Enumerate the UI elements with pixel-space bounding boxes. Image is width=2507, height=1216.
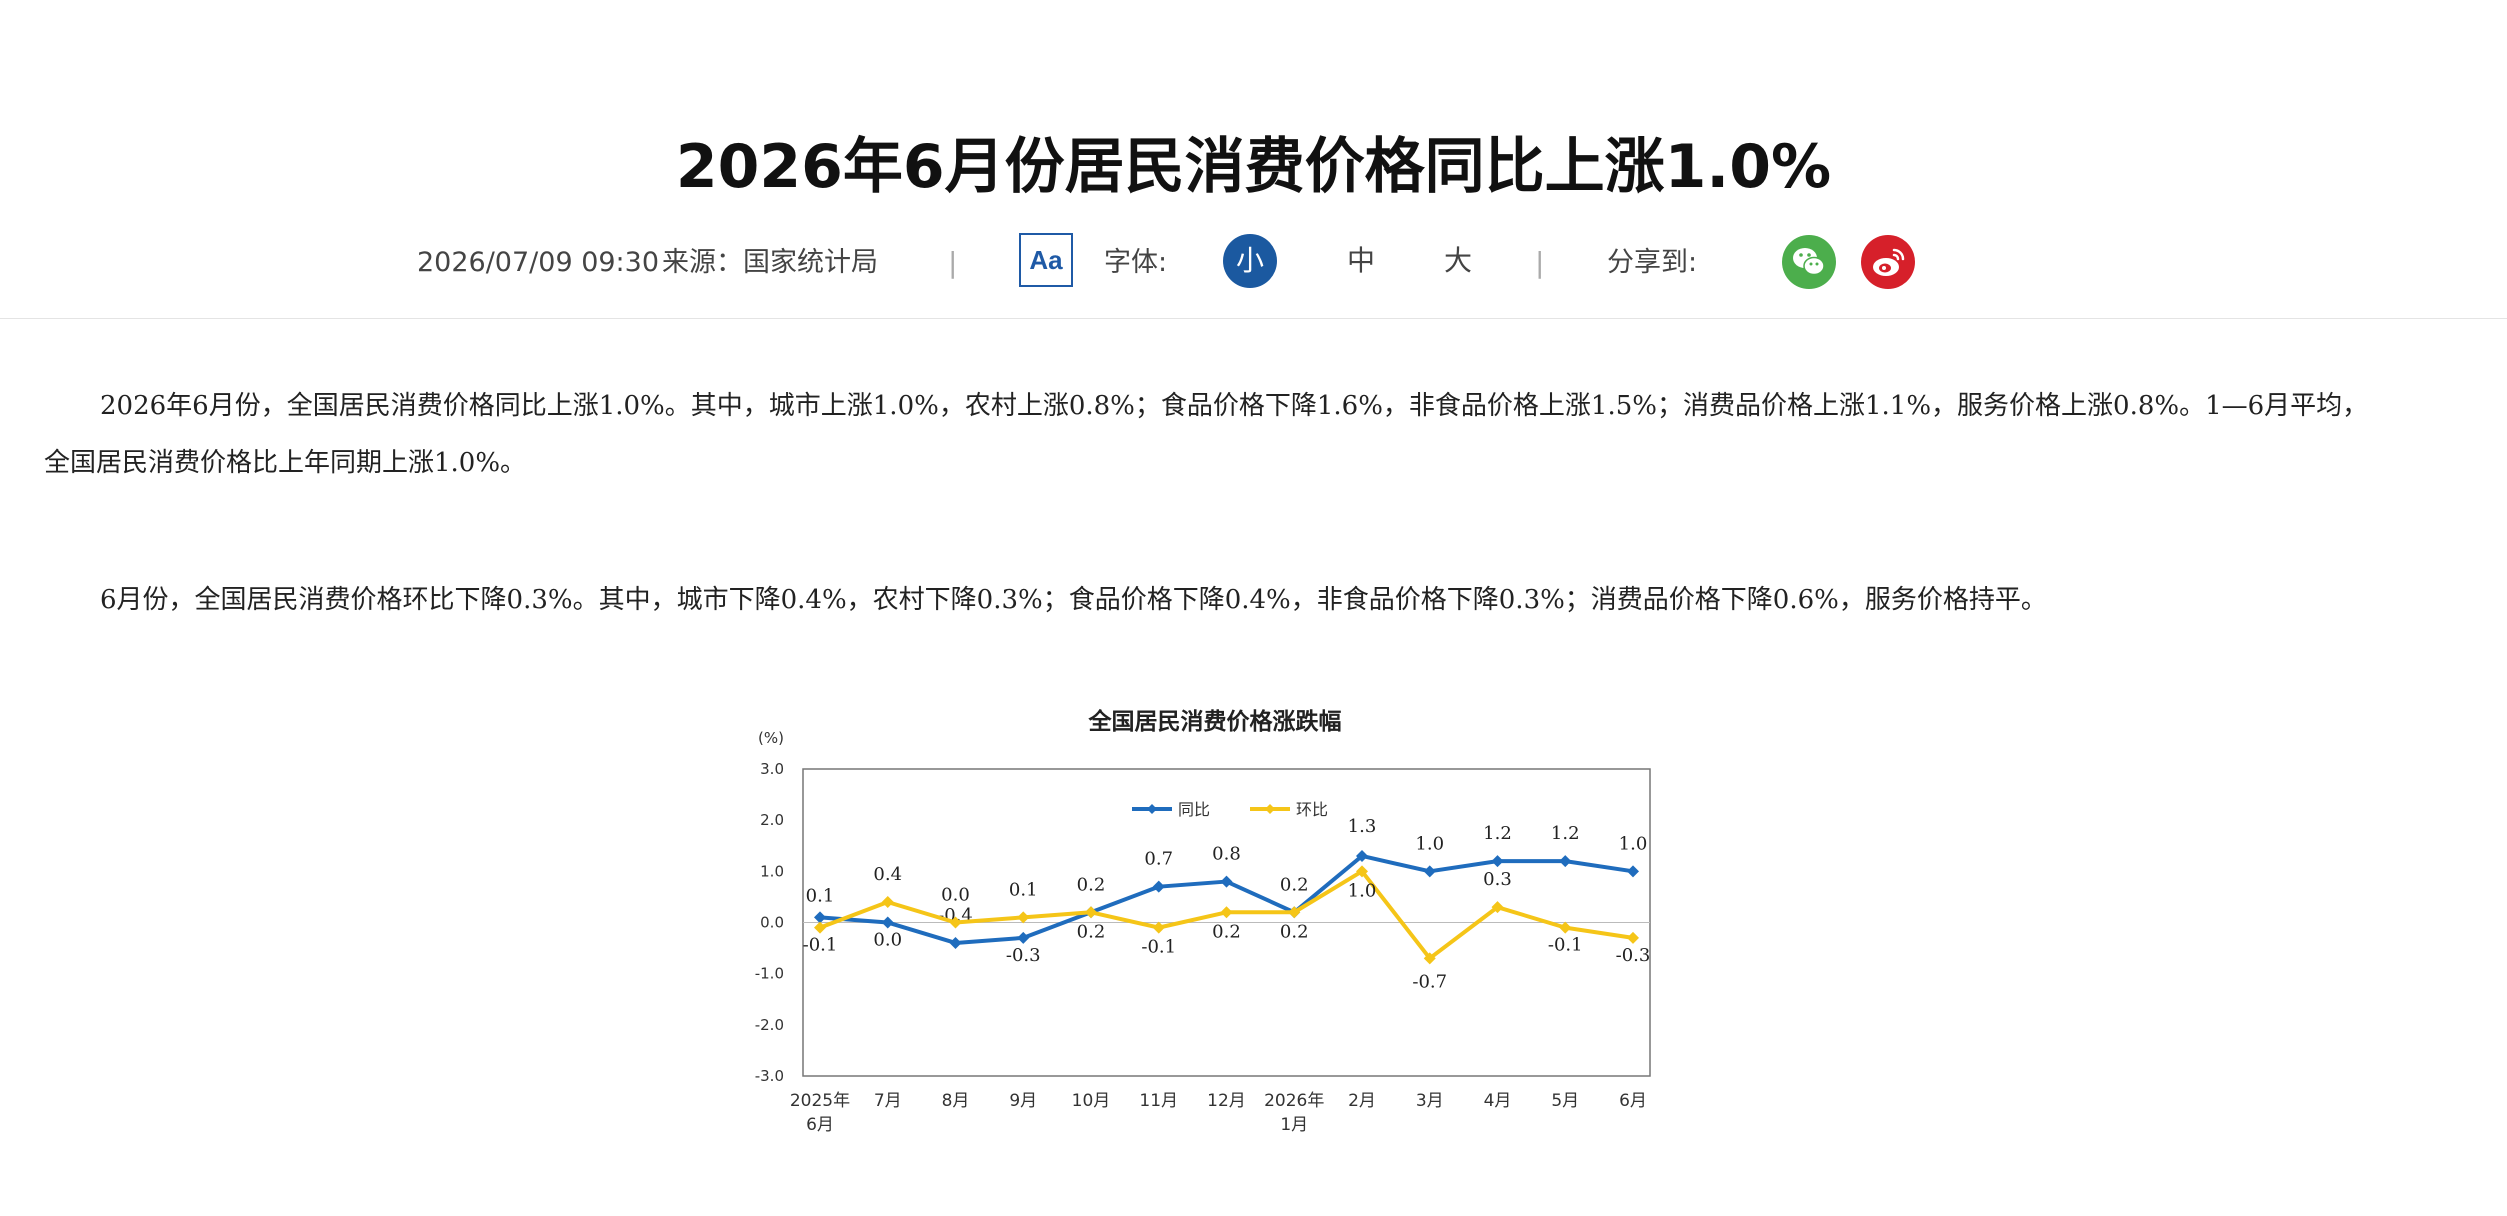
- data-point: [1152, 921, 1165, 934]
- x-tick-label: 11月: [1139, 1091, 1178, 1111]
- data-label: 0.2: [1077, 921, 1106, 942]
- data-point: [1220, 875, 1233, 888]
- y-tick-label: 1.0: [760, 862, 784, 880]
- data-label: 0.7: [1144, 849, 1173, 870]
- y-axis-unit: (%): [758, 729, 784, 747]
- data-label: -0.1: [803, 935, 838, 956]
- data-point: [1627, 865, 1639, 878]
- data-label: 0.2: [1280, 874, 1309, 895]
- data-point: [881, 916, 894, 929]
- data-label: -0.7: [1412, 971, 1447, 992]
- data-point: [1356, 865, 1368, 878]
- data-label: -0.3: [1616, 945, 1651, 966]
- data-point: [1559, 921, 1572, 934]
- data-label: 1.2: [1551, 823, 1580, 844]
- data-label: 0.2: [1077, 874, 1106, 895]
- x-tick-label: 5月: [1551, 1091, 1579, 1111]
- font-size-icon[interactable]: Aa: [1019, 233, 1073, 287]
- paragraph-1: 2026年6月份，全国居民消费价格同比上涨1.0%。其中，城市上涨1.0%，农村…: [44, 391, 2369, 478]
- data-label: 0.0: [873, 930, 902, 951]
- y-tick-label: -3.0: [755, 1067, 784, 1085]
- data-label: -0.1: [1548, 935, 1583, 956]
- x-tick-label: 4月: [1484, 1091, 1512, 1111]
- font-size-medium-button[interactable]: 中: [1346, 244, 1375, 277]
- legend-marker: [1265, 804, 1275, 814]
- data-point: [1423, 865, 1436, 878]
- data-label: 0.1: [806, 885, 835, 906]
- y-tick-label: 0.0: [760, 914, 784, 932]
- data-label: 1.0: [1415, 833, 1444, 854]
- data-label: 1.0: [1619, 833, 1648, 854]
- x-tick-label: 1月: [1280, 1115, 1308, 1135]
- data-point: [949, 916, 962, 929]
- data-point: [1017, 931, 1030, 944]
- data-label: 1.3: [1348, 816, 1377, 837]
- data-point: [1491, 901, 1504, 914]
- x-tick-label: 8月: [942, 1091, 970, 1111]
- data-point: [1559, 855, 1572, 868]
- page-title: 2026年6月份居民消费价格同比上涨1.0%: [675, 132, 1832, 203]
- font-size-large-button[interactable]: 大: [1443, 244, 1472, 277]
- data-label: 0.0: [941, 885, 970, 906]
- x-tick-label: 2月: [1348, 1091, 1376, 1111]
- x-tick-label: 12月: [1207, 1091, 1246, 1111]
- data-point: [1491, 855, 1504, 868]
- legend-label: 环比: [1296, 800, 1328, 819]
- data-label: -0.1: [1141, 937, 1176, 958]
- font-size-small-button[interactable]: 小: [1223, 234, 1277, 288]
- data-point: [814, 921, 826, 934]
- data-point: [1627, 931, 1639, 944]
- x-tick-label: 2025年: [790, 1091, 850, 1111]
- data-point: [814, 911, 826, 924]
- meta-separator-2: |: [1535, 246, 1545, 279]
- data-point: [1220, 906, 1233, 919]
- data-label: 0.4: [873, 864, 902, 885]
- publish-datetime: 2026/07/09 09:30: [417, 247, 660, 278]
- x-tick-label: 3月: [1416, 1091, 1444, 1111]
- cpi-line-chart: (%) 3.0 2.0 1.0 0.0 -1.0 -2.0 -3.0 2025年 6月 7月 8月 9月…: [755, 729, 1651, 1135]
- data-point: [1017, 911, 1030, 924]
- y-tick-label: 2.0: [760, 811, 784, 829]
- x-tick-label: 10月: [1072, 1091, 1111, 1111]
- chart-title: 全国居民消费价格涨跌幅: [1088, 709, 1342, 735]
- x-tick-label: 2026年: [1264, 1091, 1324, 1111]
- data-label: 0.3: [1483, 869, 1512, 890]
- header-divider: [0, 318, 2507, 319]
- data-label: -0.3: [1006, 945, 1041, 966]
- data-point: [881, 896, 894, 909]
- data-point: [1085, 906, 1097, 919]
- y-tick-label: -2.0: [755, 1016, 784, 1034]
- legend-marker: [1147, 804, 1157, 814]
- data-point: [1356, 849, 1368, 862]
- legend-label: 同比: [1178, 800, 1210, 819]
- x-tick-label: 9月: [1009, 1091, 1037, 1111]
- data-point: [1423, 952, 1436, 965]
- data-label: 1.0: [1348, 880, 1377, 901]
- data-point: [949, 936, 962, 949]
- paragraph-2: 6月份，全国居民消费价格环比下降0.3%。其中，城市下降0.4%，农村下降0.3…: [100, 585, 2047, 615]
- y-tick-label: 3.0: [760, 760, 784, 778]
- article-source: 来源：国家统计局: [662, 247, 878, 278]
- wechat-icon[interactable]: [1782, 235, 1836, 289]
- share-label: 分享到:: [1607, 247, 1698, 278]
- meta-separator: |: [948, 246, 958, 279]
- data-label: 0.2: [1280, 921, 1309, 942]
- data-label: 0.1: [1009, 879, 1038, 900]
- data-point: [1288, 906, 1301, 919]
- data-point: [1152, 880, 1165, 893]
- font-size-label: 字体:: [1104, 247, 1168, 278]
- data-label: 1.2: [1483, 823, 1512, 844]
- y-tick-label: -1.0: [755, 965, 784, 983]
- x-tick-label: 7月: [874, 1091, 902, 1111]
- data-label: 0.2: [1212, 921, 1241, 942]
- data-label: 0.8: [1212, 844, 1241, 865]
- weibo-icon[interactable]: [1861, 235, 1915, 289]
- x-tick-label: 6月: [806, 1115, 834, 1135]
- x-tick-label: 6月: [1619, 1091, 1647, 1111]
